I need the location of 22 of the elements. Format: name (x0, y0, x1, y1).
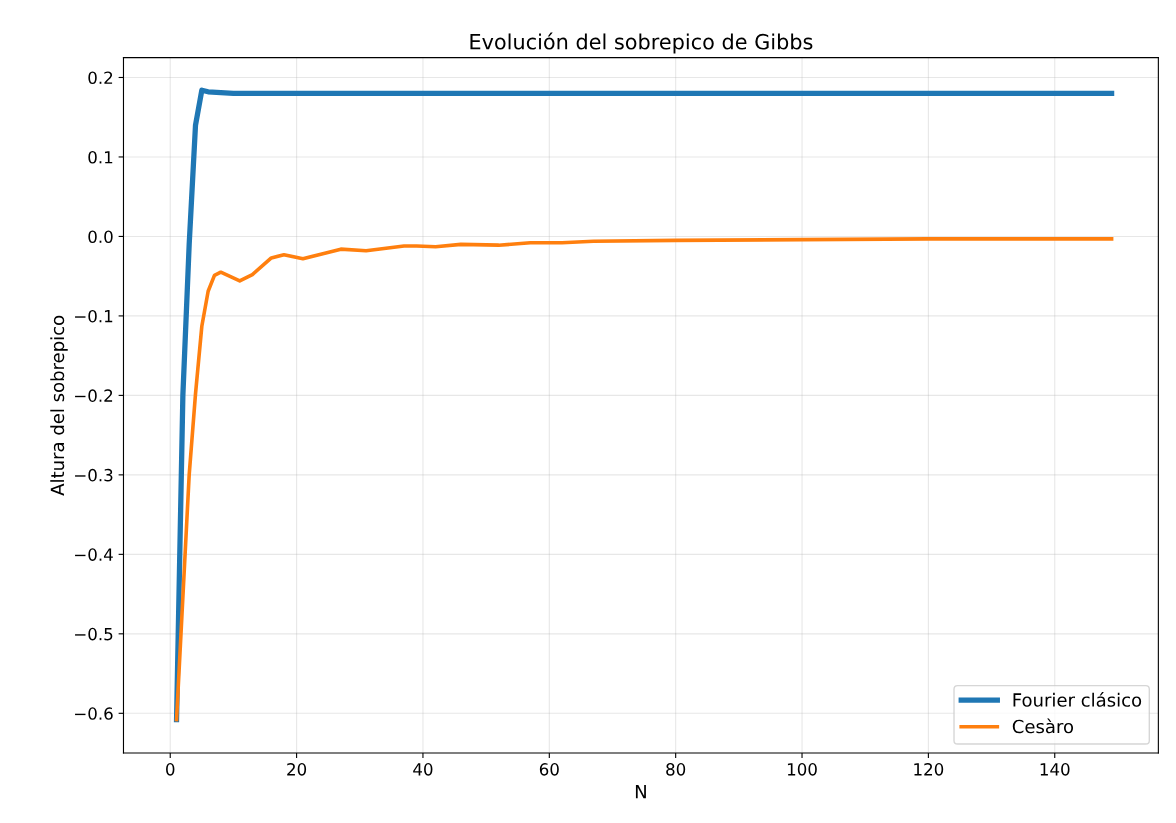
x-tick-label: 100 (787, 763, 817, 776)
y-tick-label: −0.1 (75, 309, 113, 323)
y-tick-label: 0.2 (88, 71, 113, 85)
x-tick-label: 20 (287, 763, 307, 776)
chart-title: Evolución del sobrepico de Gibbs (470, 32, 813, 54)
x-tick-label: 140 (1040, 763, 1070, 776)
y-tick-label: 0.0 (88, 230, 113, 244)
legend-label: Fourier clásico (1013, 692, 1142, 707)
x-tick-label: 0 (166, 763, 175, 776)
x-tick-label: 60 (539, 763, 559, 776)
y-tick-label: −0.5 (75, 627, 113, 641)
y-tick-label: −0.3 (75, 468, 113, 482)
x-tick-label: 40 (413, 763, 433, 776)
legend-label: Cesàro (1012, 718, 1074, 734)
x-tick-label: 120 (914, 763, 944, 776)
y-tick-label: −0.2 (75, 389, 113, 402)
x-axis-title: N (635, 785, 646, 799)
y-tick-label: −0.6 (75, 707, 113, 720)
y-axis-title: Altura del sobrepico (50, 315, 68, 496)
y-tick-label: 0.1 (88, 150, 113, 164)
x-tick-label: 80 (666, 763, 686, 776)
y-tick-label: −0.4 (75, 548, 113, 561)
